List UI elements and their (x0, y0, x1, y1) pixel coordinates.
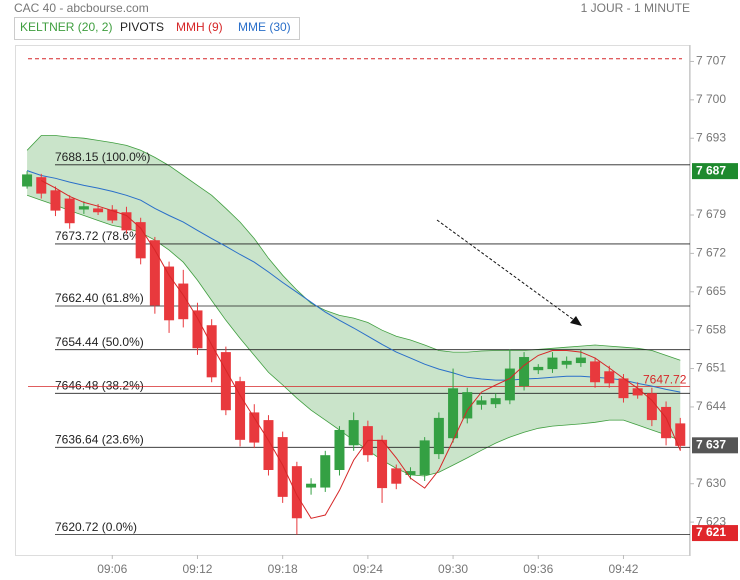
pivot-label: 7662.40 (61.8%) (55, 291, 144, 305)
x-tick-label: 09:24 (353, 562, 383, 576)
y-tick-label: 7 700 (696, 92, 726, 106)
candle-body (149, 240, 160, 306)
price-marker-label: 7 687 (696, 163, 726, 177)
y-tick-label: 7 679 (696, 207, 726, 221)
y-tick-label: 7 707 (696, 54, 726, 68)
candle-body (490, 398, 501, 405)
legend-entry: MME (30) (238, 20, 291, 34)
pivot-label: 7646.48 (38.2%) (55, 379, 144, 393)
x-tick-label: 09:18 (268, 562, 298, 576)
candle-body (121, 212, 132, 231)
arrow-head (570, 316, 582, 326)
candle-body (391, 468, 402, 484)
legend-entry: PIVOTS (120, 20, 164, 34)
x-tick-label: 09:30 (438, 562, 468, 576)
candle-body (590, 361, 601, 383)
x-tick-label: 09:12 (182, 562, 212, 576)
candle-body (263, 420, 274, 470)
candle-body (519, 357, 530, 387)
pivot-label: 7688.15 (100.0%) (55, 150, 150, 164)
candle-body (291, 466, 302, 519)
pivot-label: 7673.72 (78.6%) (55, 229, 144, 243)
legend-entry: MMH (9) (176, 20, 223, 34)
candle-body (135, 222, 146, 259)
candle-body (547, 357, 558, 370)
candle-body (646, 393, 657, 421)
legend-box (14, 17, 300, 40)
candle-body (675, 423, 686, 446)
candle-body (561, 360, 572, 365)
candle-body (575, 357, 586, 364)
band-fill (27, 135, 681, 477)
y-tick-label: 7 644 (696, 399, 726, 413)
pivot-label: 7654.44 (50.0%) (55, 335, 144, 349)
candle-body (476, 400, 487, 405)
candle-body (632, 388, 643, 396)
candle-body (107, 209, 118, 221)
candle-body (22, 174, 33, 187)
candle-body (277, 437, 288, 497)
candle-body (448, 388, 459, 439)
candle-body (178, 283, 189, 320)
candle-body (306, 483, 317, 488)
trend-arrow (436, 219, 575, 321)
header-period: 1 JOUR - 1 MINUTE (581, 1, 690, 15)
x-tick-label: 09:42 (608, 562, 638, 576)
candle-body (249, 412, 260, 443)
x-tick-label: 09:36 (523, 562, 553, 576)
y-tick-label: 7 672 (696, 246, 726, 260)
candle-body (320, 455, 331, 488)
price-marker (692, 163, 738, 180)
candle-body (78, 206, 89, 210)
mme-line (26, 170, 681, 393)
candle-body (220, 352, 231, 411)
candle-body (604, 371, 615, 384)
legend-entry: KELTNER (20, 2) (20, 20, 112, 34)
pivot-label: 7636.64 (23.6%) (55, 432, 144, 446)
y-tick-label: 7 658 (696, 322, 726, 336)
candle-body (419, 440, 430, 475)
y-tick-label: 7 665 (696, 284, 726, 298)
candle-body (235, 381, 246, 440)
candle-body (206, 325, 217, 378)
candle-body (348, 420, 359, 446)
candle-body (64, 198, 75, 224)
plot: 7 707 7 700 7 693 7 679 7 672 7 665 7 658 7 651… (22, 54, 738, 576)
candle-body (192, 310, 203, 349)
candle-body (661, 406, 672, 439)
candle-body (504, 368, 515, 401)
candle-body (50, 190, 61, 211)
candle-body (433, 417, 444, 455)
price-marker-label: 7 637 (696, 437, 726, 451)
y-tick-label: 7 630 (696, 476, 726, 490)
candle-body (533, 366, 544, 371)
candle-body (618, 378, 629, 399)
pivot-label: 7620.72 (0.0%) (55, 520, 137, 534)
price-marker (692, 437, 738, 454)
x-tick-label: 09:06 (97, 562, 127, 576)
candle-body (164, 266, 175, 321)
candle-body (462, 392, 473, 419)
last-price-label: 7647.72 (643, 373, 687, 387)
candle-body (93, 208, 104, 213)
y-tick-label: 7 651 (696, 361, 726, 375)
price-marker-label: 7 621 (696, 525, 726, 539)
band-upper (26, 135, 681, 361)
mmh-line (41, 180, 681, 519)
price-marker (692, 525, 738, 542)
candle-body (36, 177, 47, 194)
candle-body (377, 439, 388, 489)
header-title: CAC 40 - abcbourse.com (14, 1, 149, 15)
candle-body (334, 429, 345, 470)
y-tick-label: 7 623 (696, 514, 726, 528)
candle-body (405, 471, 416, 475)
y-tick-label: 7 693 (696, 130, 726, 144)
